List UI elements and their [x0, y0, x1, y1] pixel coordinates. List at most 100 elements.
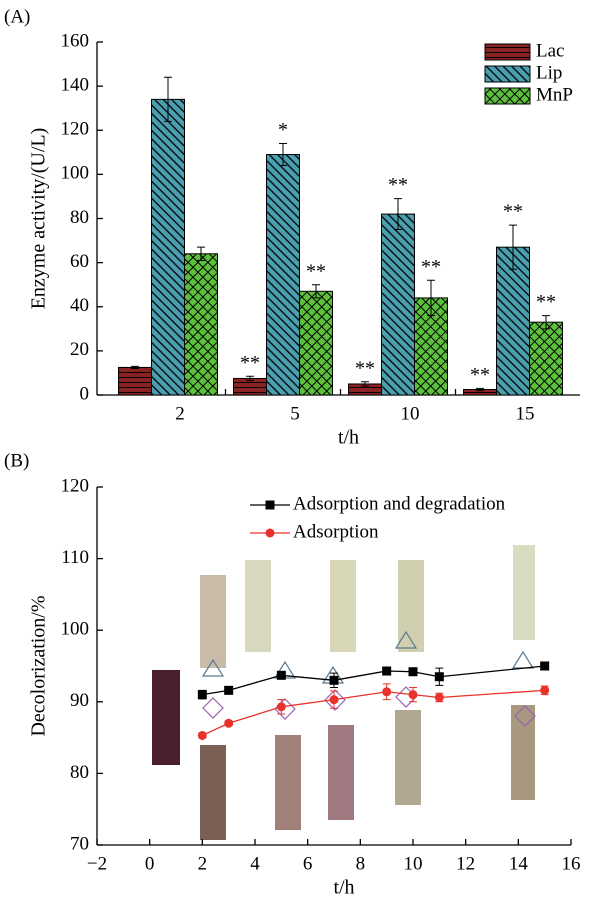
data-point: [329, 695, 339, 705]
legend-label: Adsorption and degradation: [293, 493, 506, 514]
vial: [275, 735, 301, 830]
data-point: [276, 670, 286, 680]
significance-mark: *: [278, 119, 288, 141]
vial: [152, 670, 180, 765]
error-bar: [197, 246, 205, 261]
diamond-marker: [202, 697, 224, 719]
x-tick-label: 15: [516, 403, 535, 424]
data-point: [540, 661, 550, 671]
y-tick-label: 80: [70, 762, 89, 783]
y-tick-label: 20: [70, 339, 89, 360]
y-tick-label: 90: [70, 690, 89, 711]
triangle-marker: [394, 630, 418, 649]
x-tick-label: 16: [562, 853, 581, 874]
y-tick-label: 60: [70, 251, 89, 272]
panel-label: (A): [4, 6, 30, 27]
x-tick-label: 14: [509, 853, 529, 874]
data-point: [408, 667, 418, 677]
vial: [200, 575, 226, 668]
triangle-marker: [201, 658, 225, 677]
significance-mark: **: [536, 291, 556, 313]
error-bar: [312, 284, 320, 299]
significance-mark: **: [503, 201, 523, 223]
data-point: [197, 690, 207, 700]
series-line: [202, 689, 545, 737]
y-tick-label: 110: [61, 547, 89, 568]
triangle-marker: [511, 650, 535, 669]
x-tick-label: −2: [87, 853, 107, 874]
x-tick-label: 4: [250, 853, 260, 874]
bar: [118, 366, 152, 396]
data-point: [224, 685, 234, 695]
data-point: [408, 690, 418, 700]
legend-marker: [265, 500, 275, 510]
legend-label: Lac: [536, 40, 564, 61]
y-tick-label: 70: [70, 833, 89, 854]
x-tick-label: 10: [404, 853, 423, 874]
data-point: [434, 672, 444, 682]
y-tick-label: 100: [61, 163, 90, 184]
y-tick-label: 0: [80, 383, 90, 404]
significance-mark: **: [470, 364, 490, 386]
legend-label: Lip: [536, 62, 562, 83]
data-point: [276, 702, 286, 712]
y-tick-label: 100: [61, 619, 90, 640]
y-tick-label: 40: [70, 295, 89, 316]
data-point: [224, 718, 234, 728]
y-axis-label: Enzyme activity/(U/L): [28, 128, 50, 310]
legend-swatch: [484, 87, 531, 105]
vial: [245, 560, 271, 652]
bar: [299, 290, 333, 396]
x-tick-label: 5: [290, 403, 300, 424]
legend-marker: [265, 528, 275, 538]
significance-mark: **: [240, 352, 260, 374]
vial: [200, 745, 226, 840]
diamond-marker: [514, 705, 536, 727]
data-point: [382, 687, 392, 697]
x-tick-label: 12: [456, 853, 475, 874]
x-tick-label: 2: [175, 403, 185, 424]
legend-label: Adsorption: [293, 521, 379, 542]
significance-mark: **: [421, 256, 441, 278]
y-tick-label: 120: [61, 475, 90, 496]
vial: [398, 560, 424, 652]
y-tick-label: 160: [61, 30, 90, 51]
series-line: [202, 665, 545, 696]
data-point: [540, 685, 550, 695]
x-tick-label: 6: [303, 853, 313, 874]
x-tick-label: 10: [401, 403, 420, 424]
legend-label: MnP: [536, 84, 573, 105]
error-bar: [542, 315, 550, 330]
data-point: [197, 730, 207, 740]
x-axis-label: t/h: [338, 427, 359, 449]
vial: [395, 710, 421, 805]
vial-photos: [152, 545, 535, 840]
error-bar: [279, 142, 287, 167]
y-tick-label: 80: [70, 207, 89, 228]
legend-swatch: [484, 43, 531, 61]
error-bar: [131, 365, 139, 370]
diamond-marker: [324, 689, 346, 711]
bar: [381, 213, 415, 396]
data-point: [329, 675, 339, 685]
x-tick-label: 8: [356, 853, 366, 874]
error-bar: [476, 387, 484, 392]
bar: [529, 321, 563, 396]
data-point: [434, 693, 444, 703]
significance-mark: **: [388, 174, 408, 196]
error-bar: [394, 198, 402, 231]
y-tick-label: 140: [61, 74, 90, 95]
error-bar: [509, 224, 517, 270]
y-axis-label: Decolorization/%: [28, 595, 50, 736]
panel-label: (B): [4, 450, 29, 471]
x-axis-label: t/h: [333, 877, 354, 899]
x-tick-label: 0: [145, 853, 155, 874]
x-tick-label: 2: [198, 853, 208, 874]
significance-mark: **: [306, 260, 326, 282]
error-bar: [427, 279, 435, 317]
error-bar: [164, 76, 172, 122]
bar: [496, 246, 530, 396]
significance-mark: **: [355, 357, 375, 379]
data-point: [382, 666, 392, 676]
